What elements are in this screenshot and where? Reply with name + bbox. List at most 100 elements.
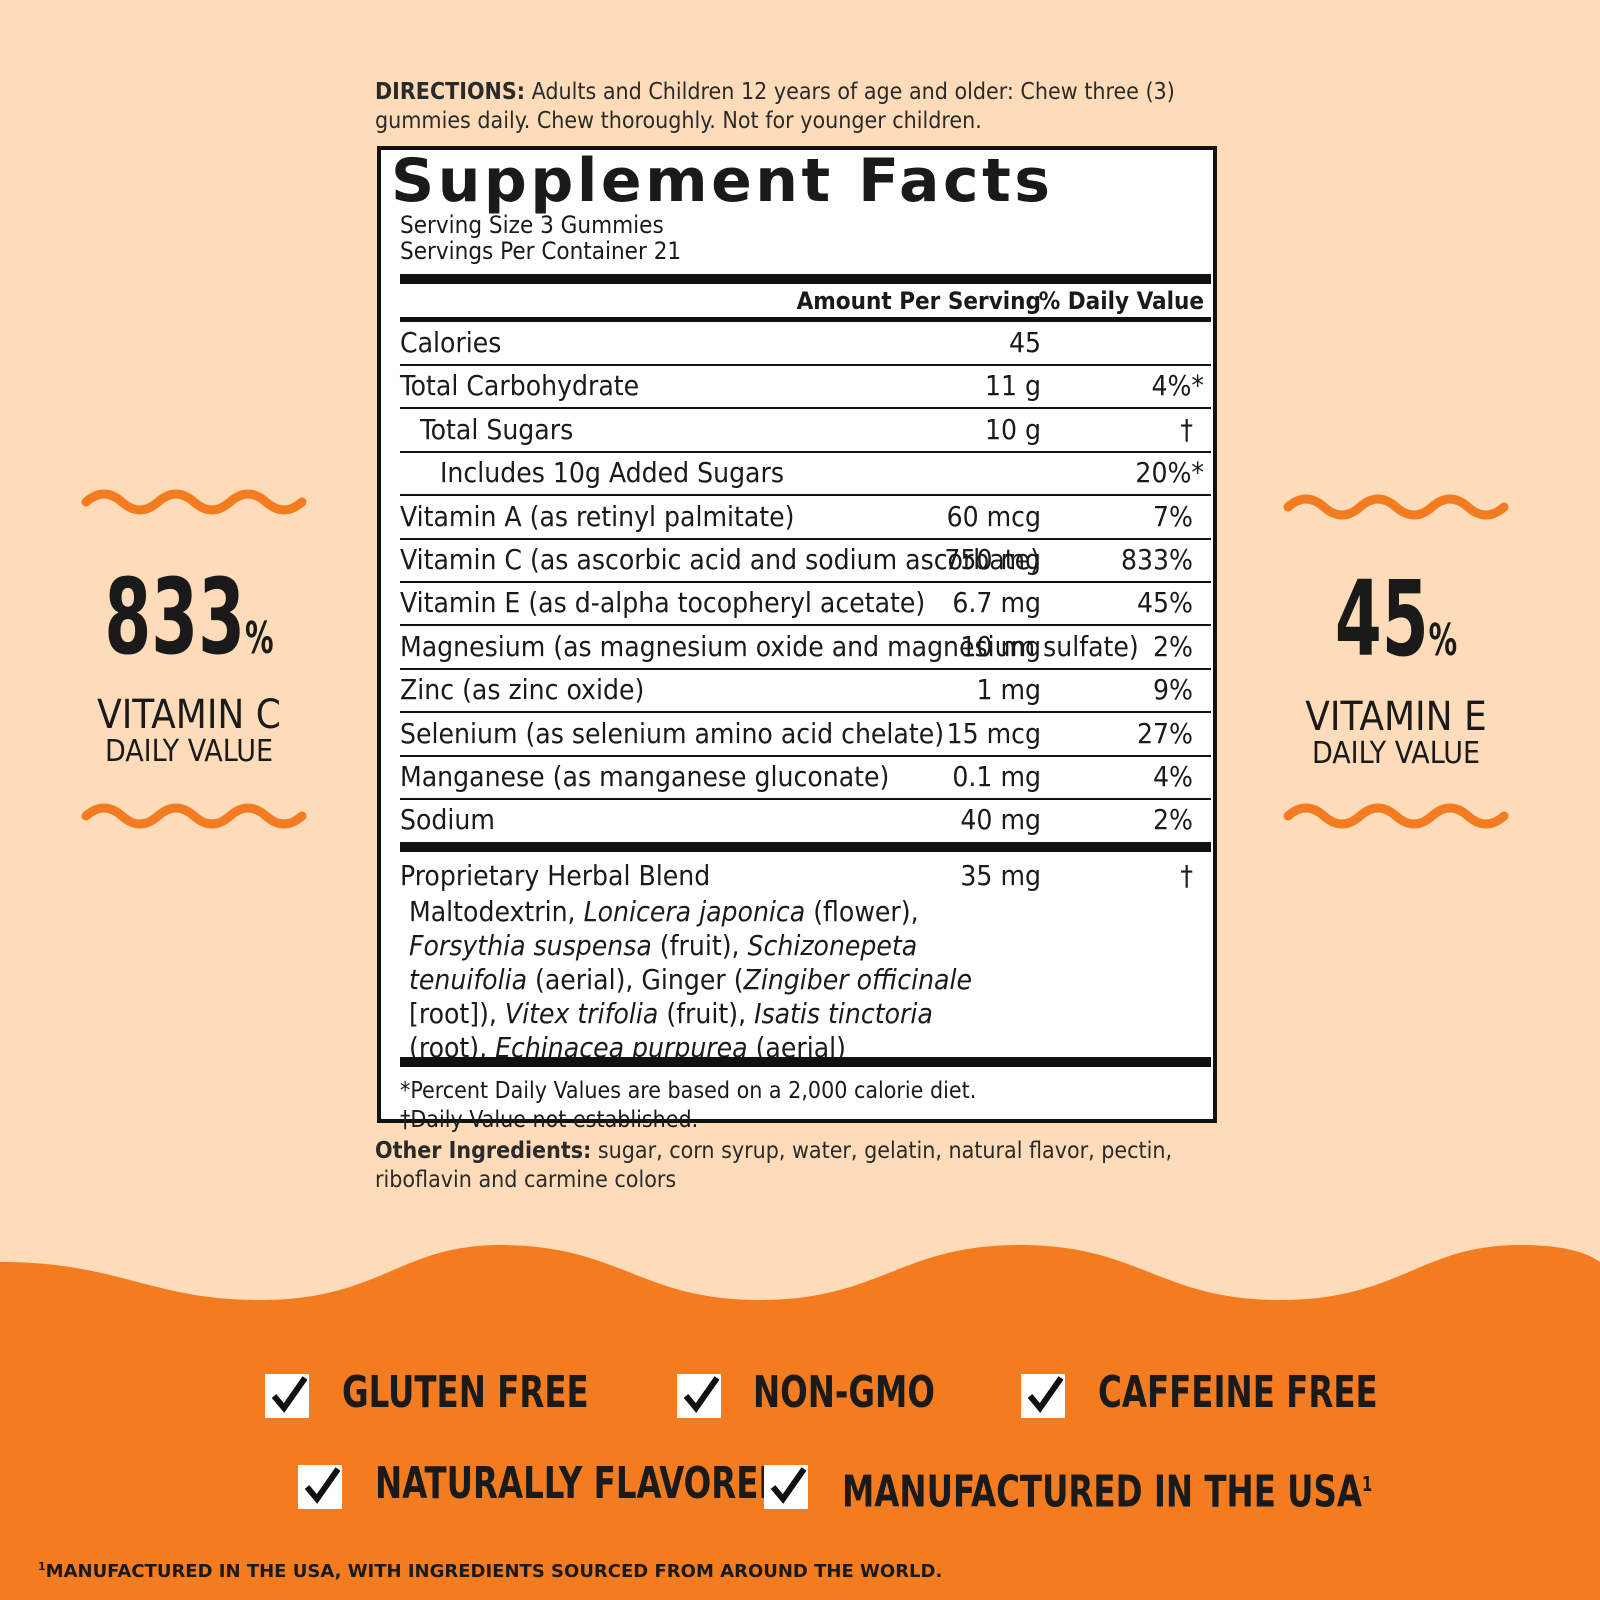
thick-rule [400, 841, 1211, 852]
facts-footnote: †Daily Value not established. [400, 1106, 699, 1133]
thick-rule [400, 1056, 1211, 1067]
footnote-mark: 1 [38, 1560, 46, 1573]
badge-line2: DAILY VALUE [104, 734, 274, 769]
other-ingredients-text: sugar, corn syrup, water, gelatin, natur… [375, 1138, 1173, 1193]
squiggle [1283, 803, 1509, 829]
ingredient-text: Schizonepeta tenuifolia [409, 928, 918, 996]
claim: NATURALLY FLAVORED [375, 1459, 785, 1509]
ingredient-text: [root]), [409, 996, 505, 1030]
claim-text: NON-GMO [753, 1367, 935, 1418]
orange-wave [0, 1245, 1600, 1600]
squiggle [81, 803, 307, 829]
claim: MANUFACTURED IN THE USA1 [842, 1459, 1372, 1518]
ingredient-text: Isatis tinctoria [754, 996, 933, 1030]
nutrient: Selenium (as selenium amino acid chelate… [400, 716, 945, 750]
daily-value: 2% [1153, 629, 1193, 663]
ingredient-text: (fruit), [658, 996, 755, 1030]
amount: 10 mg [960, 629, 1041, 663]
daily-value: 4% [1153, 760, 1193, 793]
daily-value: 27% [1137, 716, 1193, 750]
claim-text: GLUTEN FREE [342, 1367, 589, 1418]
daily-value: 7% [1153, 499, 1193, 533]
row-rule [400, 667, 1211, 670]
other-ingredients-label: Other Ingredients: [375, 1138, 592, 1164]
row-rule [400, 754, 1211, 757]
nutrient: Includes 10g Added Sugars [440, 456, 784, 490]
nutrient: Zinc (as zinc oxide) [400, 673, 645, 707]
nutrient: Vitamin C (as ascorbic acid and sodium a… [400, 543, 1040, 576]
daily-value: 45% [1137, 586, 1193, 620]
directions-label: DIRECTIONS: [375, 79, 526, 105]
ingredient-text: (flower), [805, 894, 919, 928]
blend-dv: † [1180, 858, 1193, 892]
nutrient: Calories [400, 326, 502, 359]
amount: 10 g [984, 412, 1041, 446]
check [683, 1376, 720, 1413]
squiggle [81, 489, 307, 515]
checkbox [764, 1465, 808, 1509]
daily-value: 2% [1153, 803, 1193, 837]
checkbox [298, 1465, 342, 1509]
squiggles [81, 489, 1509, 829]
row-rule [400, 711, 1211, 714]
facts-title: Supplement Facts [391, 146, 1054, 216]
ingredient-text: (fruit), [651, 928, 748, 962]
daily-value: 833% [1120, 543, 1193, 576]
amount: 15 mcg [946, 716, 1041, 750]
servings-per-container: Servings Per Container 21 [400, 237, 682, 265]
thick-rule [400, 274, 1211, 284]
check [304, 1467, 341, 1504]
row-rule [400, 450, 1211, 453]
checkbox [1021, 1374, 1065, 1418]
header-amount: Amount Per Serving [796, 287, 1041, 315]
claim: CAFFEINE FREE [1098, 1368, 1378, 1418]
serving-size: Serving Size 3 Gummies [400, 211, 664, 239]
amount: 45 [1008, 326, 1041, 359]
nutrient: Sodium [400, 803, 495, 837]
badge-unit: % [245, 613, 274, 664]
facts-footnote: *Percent Daily Values are based on a 2,0… [400, 1077, 977, 1104]
blend-name: Proprietary Herbal Blend [400, 858, 711, 892]
ingredient-text: Vitex trifolia [504, 996, 659, 1030]
daily-value: † [1180, 412, 1193, 446]
daily-value: 20%* [1135, 456, 1204, 490]
blend-ingredients: Maltodextrin, Lonicera japonica (flower)… [409, 895, 989, 1065]
claim-text: NATURALLY FLAVORED [375, 1458, 786, 1509]
directions-text: Adults and Children 12 years of age and … [375, 79, 1175, 134]
amount: 6.7 mg [952, 586, 1041, 620]
nutrient: Total Sugars [420, 412, 574, 446]
supplement-facts: Supplement Facts Serving Size 3 Gummies … [377, 146, 1217, 1133]
row-rule [400, 494, 1211, 497]
ingredient-text: Lonicera japonica [583, 894, 806, 928]
directions: DIRECTIONS: Adults and Children 12 years… [375, 78, 1225, 136]
ingredient-text: Zingiber officinale [743, 962, 972, 996]
row-rule [400, 364, 1211, 366]
header-dv: % Daily Value [1038, 287, 1204, 315]
rule [400, 317, 1211, 322]
amount: 11 g [984, 369, 1041, 403]
row-rule [400, 407, 1211, 410]
squiggle [1283, 494, 1509, 520]
check [1027, 1376, 1064, 1413]
blend-amount: 35 mg [960, 858, 1041, 892]
checkbox [677, 1374, 721, 1418]
claim: GLUTEN FREE [342, 1368, 589, 1418]
right-badge: 45% VITAMIN E DAILY VALUE [1246, 564, 1546, 770]
amount: 0.1 mg [952, 760, 1041, 793]
badge-line1: VITAMIN C [97, 692, 281, 738]
claim-text: CAFFEINE FREE [1098, 1367, 1378, 1418]
nutrient: Vitamin E (as d-alpha tocopheryl acetate… [400, 586, 926, 620]
daily-value: 9% [1153, 673, 1193, 707]
amount: 40 mg [960, 803, 1041, 837]
left-badge: 833% VITAMIN C DAILY VALUE [39, 562, 339, 768]
footnote: 1MANUFACTURED IN THE USA, WITH INGREDIEN… [38, 1560, 942, 1582]
footnote-text: MANUFACTURED IN THE USA, WITH INGREDIENT… [45, 1561, 943, 1582]
row-rule [400, 798, 1211, 800]
amount: 1 mg [976, 673, 1041, 707]
nutrient: Total Carbohydrate [400, 369, 640, 403]
other-ingredients: Other Ingredients: sugar, corn syrup, wa… [375, 1137, 1225, 1195]
badge-unit: % [1428, 615, 1458, 666]
ingredient-text: Forsythia suspensa [409, 928, 652, 962]
